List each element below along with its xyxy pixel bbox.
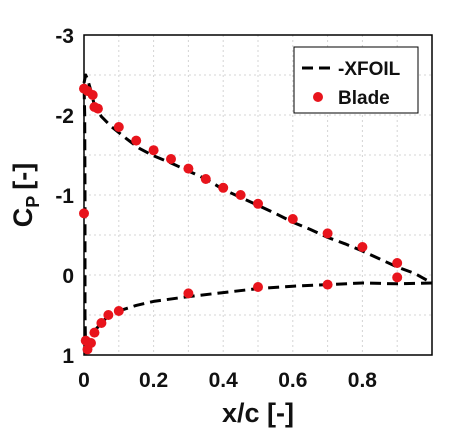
x-tick-label: 0.4	[209, 369, 239, 392]
legend-xfoil-label: -XFOIL	[338, 59, 401, 80]
legend-box	[293, 46, 419, 114]
svg-text:CP[-]: CP [-]	[8, 163, 43, 228]
blade-point	[113, 122, 124, 132]
y-tick-label: -1	[55, 185, 74, 208]
tick-labels: 0 0.2 0.4 0.6 0.8-3-2-101	[55, 25, 377, 392]
y-tick-label: 1	[62, 345, 74, 368]
x-tick-label: 0.2	[139, 369, 168, 392]
blade-series	[79, 83, 403, 355]
x-axis-label: x/c [-]	[222, 398, 294, 428]
blade-point	[235, 190, 246, 200]
x-tick-label: 0.6	[278, 369, 307, 392]
blade-point	[166, 154, 176, 164]
legend-blade-label: Blade	[338, 88, 390, 109]
y-axis-label-subscript: P	[23, 196, 43, 208]
blade-point	[85, 338, 96, 348]
blade-point	[79, 208, 89, 219]
legend-blade-swatch	[313, 92, 323, 102]
y-axis-label-main: C	[8, 208, 38, 228]
blade-point	[218, 182, 229, 193]
y-tick-label: -3	[55, 25, 74, 48]
blade-point	[92, 103, 103, 114]
blade-point	[253, 282, 263, 292]
y-axis-label: CP [-]	[8, 163, 43, 228]
x-tick-label: 0	[78, 369, 90, 392]
blade-point	[103, 310, 114, 320]
blade-point	[183, 163, 194, 174]
xfoil-line	[82, 82, 433, 357]
blade-point	[183, 288, 194, 299]
y-tick-label: 0	[62, 265, 74, 288]
blade-point	[148, 145, 159, 156]
blade-point	[322, 279, 333, 290]
blade-point	[113, 306, 124, 316]
x-tick-label: 0.8	[348, 369, 378, 392]
blade-point	[392, 258, 403, 268]
blade-point	[87, 90, 98, 100]
blade-point	[89, 327, 100, 338]
blade-point	[253, 198, 263, 209]
blade-point	[392, 272, 403, 283]
blade-point	[96, 318, 107, 328]
blade-point	[287, 214, 298, 224]
blade-point	[131, 135, 142, 146]
y-axis-label-unit: [-]	[8, 163, 38, 190]
blade-point	[357, 242, 368, 252]
y-tick-label: -2	[55, 105, 74, 128]
blade-point	[322, 228, 333, 239]
legend: -XFOIL Blade	[293, 46, 419, 114]
blade-point	[200, 174, 211, 184]
